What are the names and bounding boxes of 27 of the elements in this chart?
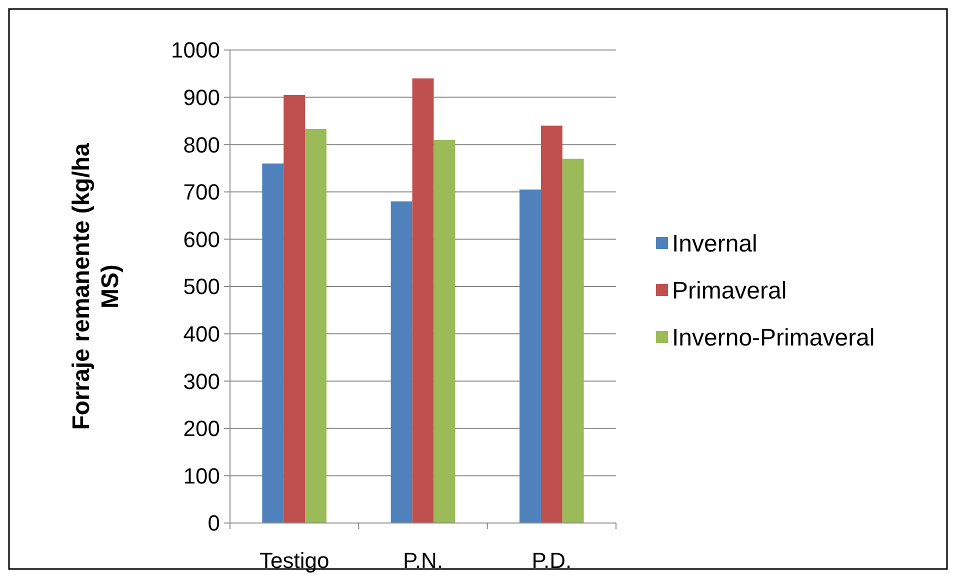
y-tick-label: 800	[183, 132, 220, 158]
bar	[284, 94, 306, 523]
x-tick-label: Testigo	[259, 548, 330, 573]
y-tick-label: 400	[183, 322, 220, 346]
bar	[390, 201, 412, 523]
y-axis-title: Forraje remanente (kg/ha MS)	[68, 142, 124, 430]
y-tick-label: 900	[183, 85, 220, 110]
y-tick-label: 1000	[171, 38, 220, 63]
y-tick-label: 300	[183, 368, 220, 394]
y-tick-label: 600	[183, 226, 220, 252]
y-tick-label: 500	[183, 274, 220, 300]
bar	[434, 140, 456, 523]
y-tick-label: 0	[208, 510, 220, 536]
y-tick-label: 700	[183, 180, 220, 205]
x-tick-label: P.D.	[532, 548, 572, 573]
y-tick-label: 100	[183, 463, 220, 488]
bar	[520, 190, 541, 523]
legend-label: Primaveral	[672, 277, 787, 304]
y-tick-label: 200	[183, 416, 220, 442]
legend-label: Invernal	[672, 230, 758, 258]
bar	[305, 128, 326, 523]
legend-label: Inverno-Primaveral	[672, 324, 875, 352]
bar	[412, 78, 434, 523]
bar	[540, 126, 562, 523]
x-tick-label: P.N.	[403, 548, 443, 573]
bar	[562, 158, 584, 523]
bar	[262, 164, 284, 523]
